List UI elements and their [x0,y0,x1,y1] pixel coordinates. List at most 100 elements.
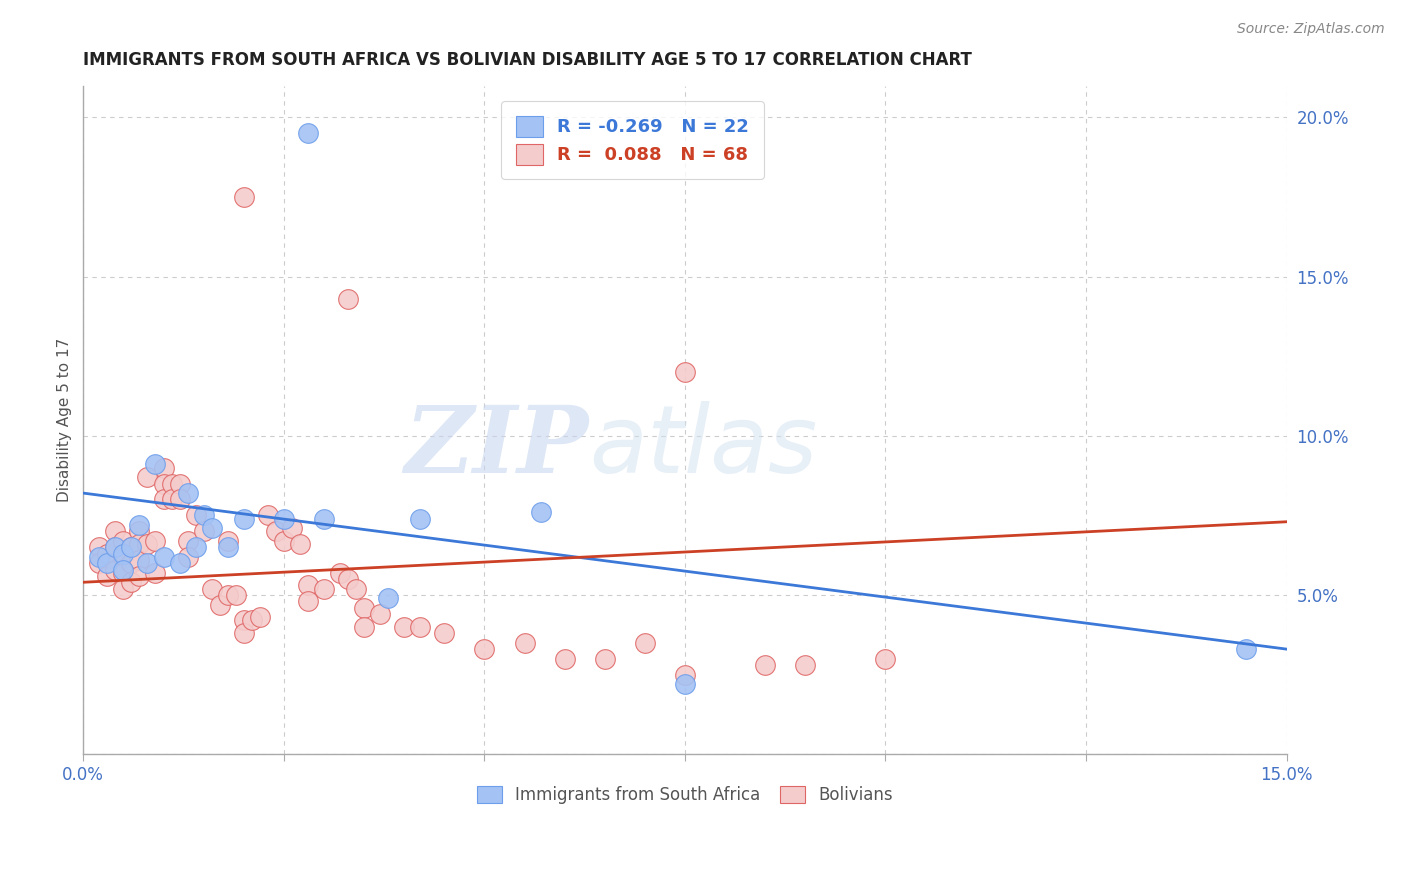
Point [128,537,150,551]
Point [152,492,174,507]
Point [104,540,127,554]
Point [232,190,254,204]
Point [232,614,254,628]
Point [96,569,118,583]
Point [297,578,319,592]
Point [217,540,239,554]
Point [145,566,167,580]
Point [128,569,150,583]
Point [112,547,135,561]
Legend: Immigrants from South Africa, Bolivians: Immigrants from South Africa, Bolivians [468,778,901,813]
Point [312,511,335,525]
Point [128,524,150,539]
Point [193,524,215,539]
Point [264,524,287,539]
Point [104,524,127,539]
Point [89,540,111,554]
Point [112,549,135,564]
Point [112,533,135,548]
Point [249,610,271,624]
Point [152,460,174,475]
Point [128,553,150,567]
Point [256,508,278,523]
Point [96,556,118,570]
Point [112,562,135,576]
Point [217,588,239,602]
Point [104,540,127,554]
Point [353,600,375,615]
Point [208,598,231,612]
Point [297,594,319,608]
Point [120,540,142,554]
Point [160,492,183,507]
Point [554,651,576,665]
Point [217,533,239,548]
Point [112,566,135,580]
Point [176,486,198,500]
Text: ZIP: ZIP [405,401,589,491]
Point [120,540,142,554]
Point [353,620,375,634]
Point [112,582,135,596]
Point [281,521,304,535]
Point [288,537,311,551]
Point [232,626,254,640]
Point [273,533,295,548]
Point [152,476,174,491]
Point [297,126,319,140]
Point [120,556,142,570]
Point [176,533,198,548]
Point [120,575,142,590]
Point [176,549,198,564]
Point [312,582,335,596]
Point [160,476,183,491]
Point [152,549,174,564]
Text: Source: ZipAtlas.com: Source: ZipAtlas.com [1237,22,1385,37]
Point [136,470,159,484]
Point [128,518,150,533]
Point [1236,642,1258,657]
Point [89,556,111,570]
Point [104,562,127,576]
Point [169,476,191,491]
Point [673,365,696,379]
Point [409,620,432,634]
Text: atlas: atlas [589,401,817,492]
Point [89,549,111,564]
Point [529,505,551,519]
Point [184,508,207,523]
Point [232,511,254,525]
Point [337,572,360,586]
Point [225,588,247,602]
Point [136,537,159,551]
Point [634,636,657,650]
Point [193,508,215,523]
Point [240,614,263,628]
Point [673,677,696,691]
Point [169,492,191,507]
Point [201,521,224,535]
Point [344,582,367,596]
Point [329,566,352,580]
Y-axis label: Disability Age 5 to 17: Disability Age 5 to 17 [58,338,72,502]
Point [754,658,776,673]
Point [145,533,167,548]
Point [409,511,432,525]
Point [513,636,536,650]
Point [184,540,207,554]
Point [875,651,897,665]
Point [145,458,167,472]
Point [673,667,696,681]
Point [368,607,391,621]
Point [169,556,191,570]
Point [377,591,399,606]
Point [136,556,159,570]
Point [474,642,496,657]
Point [392,620,415,634]
Point [794,658,817,673]
Point [201,582,224,596]
Point [433,626,456,640]
Point [96,547,118,561]
Point [273,511,295,525]
Text: IMMIGRANTS FROM SOUTH AFRICA VS BOLIVIAN DISABILITY AGE 5 TO 17 CORRELATION CHAR: IMMIGRANTS FROM SOUTH AFRICA VS BOLIVIAN… [83,51,972,69]
